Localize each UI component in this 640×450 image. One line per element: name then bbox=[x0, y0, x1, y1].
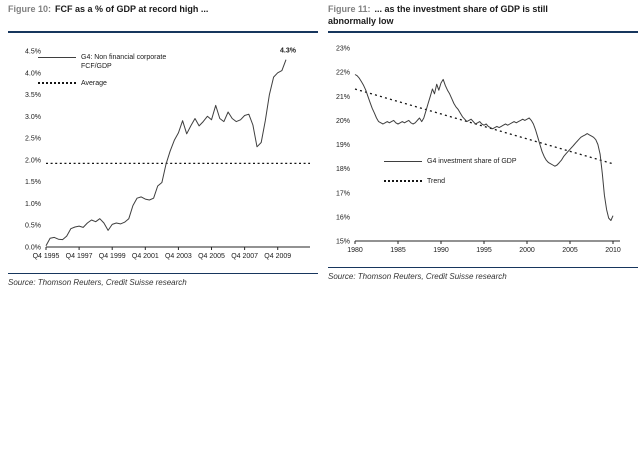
x-tick-label: 1980 bbox=[347, 247, 363, 254]
legend-label: Average bbox=[81, 79, 107, 87]
x-tick-label: Q4 2001 bbox=[132, 253, 159, 260]
y-tick-label: 1.5% bbox=[25, 179, 41, 186]
legend-item-average: Average bbox=[38, 79, 166, 88]
legend-label: G4: Non financial corporate FCF/GDP bbox=[81, 54, 167, 71]
x-tick-label: Q4 2003 bbox=[165, 253, 192, 260]
figure-10-chart-area: 0.0% 0.5% 1.0% 1.5% 2.0% 2.5% 3.0% 3.5% 4.0% 4.5%… bbox=[8, 39, 318, 263]
x-tick-label: Q4 2009 bbox=[264, 253, 291, 260]
legend-item-fcf: G4: Non financial corporate FCF/GDP bbox=[38, 53, 166, 72]
x-tick-label: 2010 bbox=[605, 247, 621, 254]
y-tick-label: 3.0% bbox=[25, 114, 41, 121]
y-tick-label: 20% bbox=[336, 118, 350, 125]
y-tick-label: 1.0% bbox=[25, 201, 41, 208]
legend-label: G4 investment share of GDP bbox=[427, 158, 517, 165]
figure-11-chart-area: 15% 16% 17% 18% 19% 20% 21% 22% 23% 1980 1985 1990 1… bbox=[328, 39, 638, 257]
x-tick-label: 1990 bbox=[433, 247, 449, 254]
x-tick-label: Q4 1999 bbox=[99, 253, 126, 260]
x-tick-label: 1995 bbox=[476, 247, 492, 254]
x-tick-label: 1985 bbox=[390, 247, 406, 254]
y-tick-label: 17% bbox=[336, 190, 350, 197]
y-tick-label: 3.5% bbox=[25, 92, 41, 99]
y-tick-label: 19% bbox=[336, 142, 350, 149]
figure-11-legend: G4 investment share of GDP Trend bbox=[384, 157, 516, 198]
x-tick-label: Q4 1997 bbox=[66, 253, 93, 260]
figure-11-caption-text: ... as the investment share of GDP is st… bbox=[328, 4, 548, 26]
figure-10-caption-text: FCF as a % of GDP at record high ... bbox=[55, 4, 209, 14]
y-tick-label: 4.0% bbox=[25, 70, 41, 77]
figure-11-source: Source: Thomson Reuters, Credit Suisse r… bbox=[328, 267, 638, 281]
solid-line-sample-icon bbox=[384, 161, 422, 162]
figure-11: Figure 11:... as the investment share of… bbox=[328, 4, 638, 281]
figure-10-caption: Figure 10: FCF as a % of GDP at record hi… bbox=[8, 4, 318, 33]
y-tick-label: 0.0% bbox=[25, 245, 41, 252]
investment-share-line-chart: 15% 16% 17% 18% 19% 20% 21% 22% 23% 1980 1985 1990 1… bbox=[336, 46, 621, 255]
y-tick-label: 0.5% bbox=[25, 223, 41, 230]
fcf-gdp-line-chart: 0.0% 0.5% 1.0% 1.5% 2.0% 2.5% 3.0% 3.5% 4.0% 4.5%… bbox=[25, 48, 310, 260]
legend-item-investment-share: G4 investment share of GDP bbox=[384, 157, 516, 166]
legend-item-trend: Trend bbox=[384, 177, 516, 186]
x-tick-label: Q4 1995 bbox=[33, 253, 60, 260]
solid-line-sample-icon bbox=[38, 57, 76, 58]
y-tick-label: 21% bbox=[336, 94, 350, 101]
y-tick-label: 23% bbox=[336, 46, 350, 53]
dashed-line-sample-icon bbox=[38, 81, 76, 84]
figure-10-legend: G4: Non financial corporate FCF/GDP Aver… bbox=[38, 53, 166, 95]
data-line bbox=[45, 59, 287, 246]
data-line bbox=[354, 74, 614, 221]
x-tick-label: Q4 2005 bbox=[198, 253, 225, 260]
annotation-label: 4.3% bbox=[280, 48, 297, 55]
x-tick-label: Q4 2007 bbox=[231, 253, 258, 260]
figure-10-caption-prefix: Figure 10: bbox=[8, 4, 52, 14]
trend-line bbox=[354, 88, 614, 165]
y-tick-label: 18% bbox=[336, 166, 350, 173]
y-tick-label: 15% bbox=[336, 239, 350, 246]
y-tick-label: 2.0% bbox=[25, 157, 41, 164]
figure-10: Figure 10: FCF as a % of GDP at record hi… bbox=[8, 4, 318, 287]
y-tick-label: 4.5% bbox=[25, 49, 41, 56]
y-tick-label: 2.5% bbox=[25, 136, 41, 143]
figure-11-caption-prefix: Figure 11: bbox=[328, 4, 371, 14]
x-tick-label: 2000 bbox=[519, 247, 535, 254]
y-tick-label: 22% bbox=[336, 70, 350, 77]
legend-label: Trend bbox=[427, 178, 446, 186]
dashed-line-sample-icon bbox=[384, 180, 422, 183]
x-tick-label: 2005 bbox=[562, 247, 578, 254]
y-tick-label: 16% bbox=[336, 214, 350, 221]
figure-11-caption: Figure 11:... as the investment share of… bbox=[328, 4, 638, 33]
figure-10-source: Source: Thomson Reuters, Credit Suisse r… bbox=[8, 273, 318, 287]
